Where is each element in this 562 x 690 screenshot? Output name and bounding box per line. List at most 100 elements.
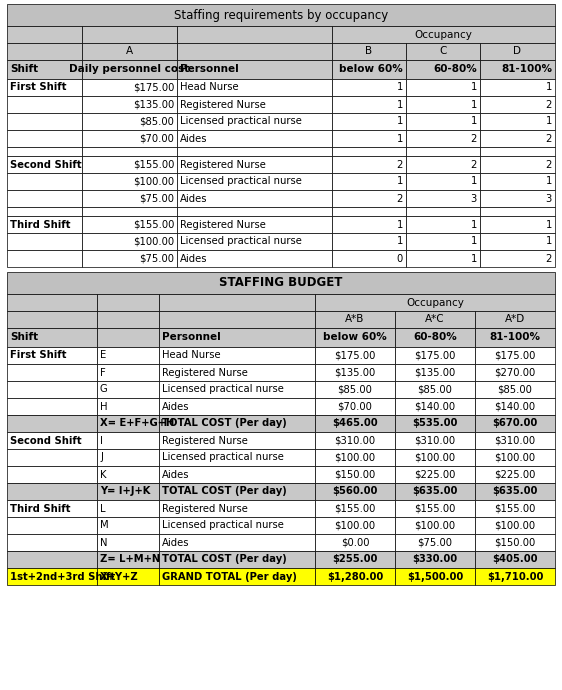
Bar [159, 483, 315, 500]
Text: 1: 1 [397, 177, 403, 186]
Bar [395, 534, 475, 551]
Bar [475, 500, 555, 517]
Bar [7, 207, 82, 216]
Text: Aides: Aides [162, 402, 189, 411]
Bar [315, 364, 395, 381]
Bar [475, 311, 555, 328]
Text: X= E+F+G+H: X= E+F+G+H [100, 419, 174, 428]
Text: X+Y+Z: X+Y+Z [100, 571, 139, 582]
Text: $75.00: $75.00 [139, 253, 174, 264]
Bar [480, 60, 555, 79]
Text: Second Shift: Second Shift [10, 435, 81, 446]
Bar [7, 347, 97, 364]
Bar [159, 551, 315, 568]
Bar [406, 43, 480, 60]
Text: Personnel: Personnel [180, 64, 239, 75]
Bar [7, 190, 82, 207]
Bar [315, 568, 395, 585]
Text: $1,280.00: $1,280.00 [327, 571, 383, 582]
Bar [480, 216, 555, 233]
Text: B: B [365, 46, 373, 57]
Bar [7, 483, 97, 500]
Bar [395, 347, 475, 364]
Bar [7, 517, 97, 534]
Text: A*B: A*B [345, 315, 365, 324]
Bar [7, 113, 82, 130]
Bar [82, 60, 177, 79]
Bar [480, 113, 555, 130]
Text: 1: 1 [397, 117, 403, 126]
Bar [159, 398, 315, 415]
Text: Registered Nurse: Registered Nurse [162, 435, 248, 446]
Text: $310.00: $310.00 [334, 435, 375, 446]
Text: $100.00: $100.00 [133, 237, 174, 246]
Bar [406, 190, 480, 207]
Bar [332, 79, 406, 96]
Bar [7, 449, 97, 466]
Bar [97, 534, 159, 551]
Text: 2: 2 [546, 99, 552, 110]
Bar [82, 113, 177, 130]
Bar [475, 432, 555, 449]
Text: $70.00: $70.00 [139, 133, 174, 144]
Bar [475, 398, 555, 415]
Text: $150.00: $150.00 [334, 469, 375, 480]
Text: M: M [100, 520, 108, 531]
Text: Licensed practical nurse: Licensed practical nurse [180, 237, 302, 246]
Text: Aides: Aides [180, 193, 207, 204]
Bar [332, 190, 406, 207]
Bar [480, 130, 555, 147]
Text: GRAND TOTAL (Per day): GRAND TOTAL (Per day) [162, 571, 297, 582]
Bar [332, 130, 406, 147]
Bar [177, 250, 332, 267]
Text: 1: 1 [397, 219, 403, 230]
Bar [177, 26, 332, 43]
Text: below 60%: below 60% [339, 64, 403, 75]
Bar [7, 130, 82, 147]
Text: $270.00: $270.00 [495, 368, 536, 377]
Bar [480, 190, 555, 207]
Text: $100.00: $100.00 [334, 453, 375, 462]
Bar [395, 483, 475, 500]
Bar [159, 517, 315, 534]
Bar [475, 415, 555, 432]
Text: J: J [100, 453, 103, 462]
Text: Shift: Shift [10, 64, 38, 75]
Bar [480, 96, 555, 113]
Bar [97, 328, 159, 347]
Text: $330.00: $330.00 [413, 555, 457, 564]
Text: Registered Nurse: Registered Nurse [162, 504, 248, 513]
Bar [7, 381, 97, 398]
Bar [159, 381, 315, 398]
Bar [332, 96, 406, 113]
Text: 1: 1 [546, 237, 552, 246]
Text: $310.00: $310.00 [495, 435, 536, 446]
Text: $85.00: $85.00 [418, 384, 452, 395]
Text: TOTAL COST (Per day): TOTAL COST (Per day) [162, 555, 287, 564]
Text: $140.00: $140.00 [414, 402, 456, 411]
Bar [475, 517, 555, 534]
Bar [395, 517, 475, 534]
Text: Third Shift: Third Shift [10, 219, 70, 230]
Text: $75.00: $75.00 [139, 193, 174, 204]
Bar [395, 364, 475, 381]
Bar [332, 147, 406, 156]
Text: Daily personnel cost: Daily personnel cost [69, 64, 189, 75]
Text: $100.00: $100.00 [414, 520, 456, 531]
Bar [332, 156, 406, 173]
Bar [315, 311, 395, 328]
Bar [177, 130, 332, 147]
Text: $75.00: $75.00 [418, 538, 452, 547]
Bar [7, 173, 82, 190]
Text: A: A [126, 46, 133, 57]
Bar [395, 311, 475, 328]
Text: 1: 1 [470, 83, 477, 92]
Text: 0: 0 [397, 253, 403, 264]
Bar [406, 233, 480, 250]
Text: $535.00: $535.00 [413, 419, 457, 428]
Bar [177, 60, 332, 79]
Bar [315, 534, 395, 551]
Text: $70.00: $70.00 [338, 402, 373, 411]
Text: TOTAL COST (Per day): TOTAL COST (Per day) [162, 419, 287, 428]
Bar [7, 568, 97, 585]
